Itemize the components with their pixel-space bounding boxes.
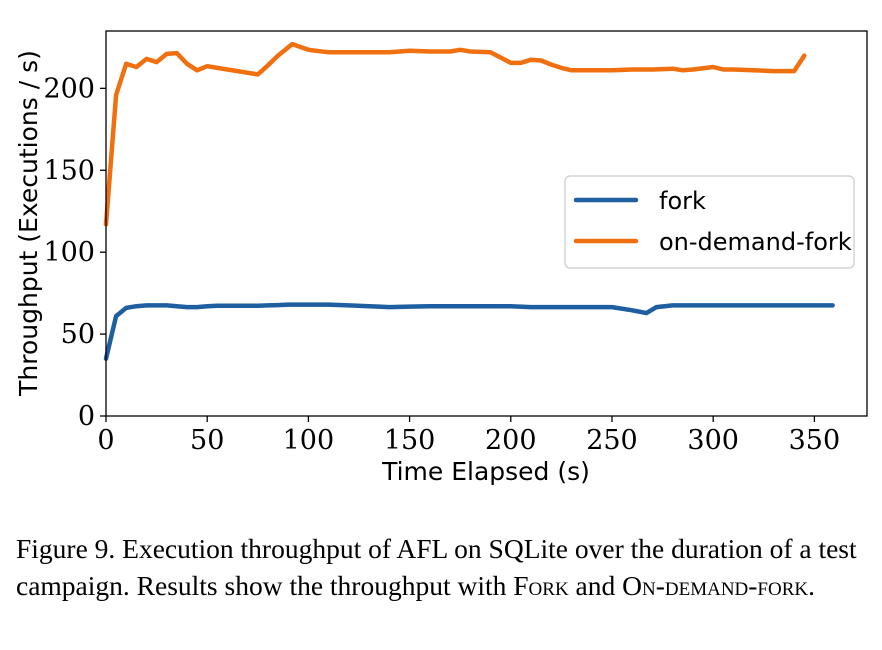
x-tick-label: 0 [97,425,114,456]
y-tick-label: 100 [43,237,95,268]
caption-text: Figure 9. Execution throughput of AFL on… [16,533,857,601]
plot-lines [103,41,835,361]
plot-frame [105,30,868,417]
legend-label-fork: fork [659,187,706,215]
x-tick-label: 100 [283,425,335,456]
y-tick-label: 0 [78,401,95,432]
y-tick-label: 150 [43,155,95,186]
throughput-chart: 0 50 100 150 200 250 300 350 0 50 100 150 200 Time … [14,30,868,486]
x-tick-label: 350 [789,425,841,456]
caption-and: and [568,570,623,601]
x-axis-label: Time Elapsed (s) [381,457,590,486]
x-axis-ticks: 0 50 100 150 200 250 300 350 [97,416,840,456]
legend: fork on-demand-fork [564,175,855,269]
series-line-fork [103,302,835,361]
figure-caption: Figure 9. Execution throughput of AFL on… [16,530,872,604]
x-tick-label: 300 [687,425,739,456]
caption-on-demand-fork-name: On-demand-fork [622,570,809,601]
y-tick-label: 200 [43,73,95,104]
x-tick-label: 150 [384,425,436,456]
caption-period: . [808,570,815,601]
legend-label-on-demand-fork: on-demand-fork [659,228,852,256]
x-tick-label: 250 [586,425,638,456]
x-tick-label: 50 [190,425,224,456]
caption-fork-name: Fork [513,570,569,601]
y-axis-ticks: 0 50 100 150 200 [43,73,106,432]
y-tick-label: 50 [61,319,95,350]
y-axis-label: Throughput (Executions / s) [14,50,43,397]
series-line-on-demand-fork [103,41,807,227]
x-tick-label: 200 [485,425,537,456]
